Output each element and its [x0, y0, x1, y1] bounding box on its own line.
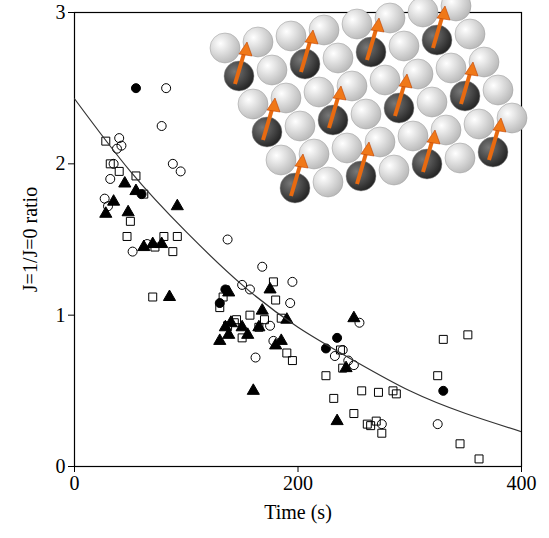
svg-text:1: 1	[56, 304, 66, 326]
svg-text:Time (s): Time (s)	[264, 501, 332, 524]
svg-text:0: 0	[56, 455, 66, 477]
svg-text:3: 3	[56, 1, 66, 23]
svg-text:0: 0	[70, 472, 80, 494]
svg-text:400: 400	[507, 472, 537, 494]
svg-text:J=1/J=0 ratio: J=1/J=0 ratio	[19, 187, 41, 292]
svg-text:200: 200	[283, 472, 313, 494]
svg-text:2: 2	[56, 152, 66, 174]
